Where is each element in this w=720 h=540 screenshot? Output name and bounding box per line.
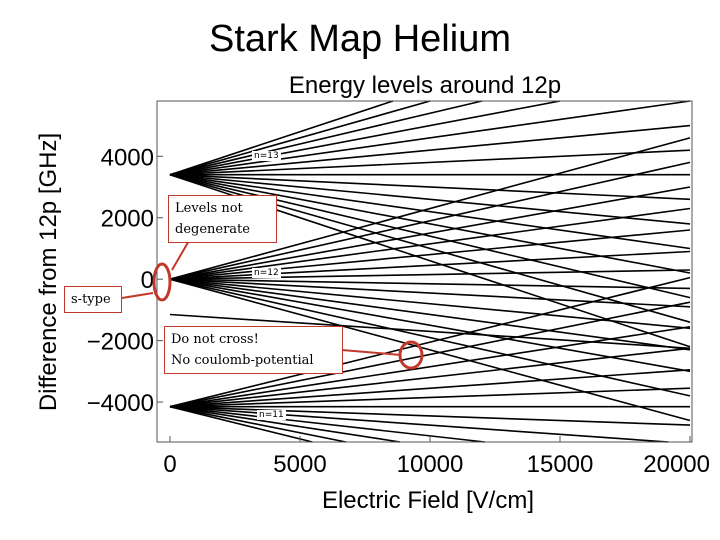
level-line-n12-2 [169, 278, 691, 373]
level-line-n13-12 [169, 100, 483, 176]
level-line-n13-10 [169, 100, 691, 176]
arrow-s-type [121, 292, 154, 299]
level-line-n11-3 [169, 405, 485, 443]
note-do-not-cross: Do not cross! No coulomb-potential [164, 326, 343, 374]
level-line-n12-0 [169, 278, 691, 422]
y-axis-ticks: 4000 2000 0 −2000 −4000 [87, 144, 163, 417]
level-line-n12-10 [169, 207, 691, 280]
y-tick-label: −4000 [87, 390, 154, 417]
level-line-n12-5 [169, 278, 691, 308]
level-line-n11-4 [169, 405, 669, 443]
x-axis-label: Electric Field [V/cm] [322, 487, 534, 514]
level-line-n13-11 [169, 100, 561, 176]
x-axis-ticks: 0 5000 10000 15000 20000 [163, 436, 710, 478]
arrow-levels [171, 238, 191, 271]
y-axis-label: Difference from 12p [GHz] [35, 133, 62, 411]
level-line-n12-11 [169, 186, 691, 280]
level-line-n11-5 [169, 405, 691, 426]
level-line-n13-4 [169, 173, 691, 250]
level-line-s-type [169, 313, 691, 350]
s-type-highlight [152, 262, 172, 302]
level-line-n11-12 [169, 276, 691, 408]
level-line-n11-9 [169, 347, 691, 408]
arrow-do-not-cross [341, 349, 402, 356]
level-line-n12-12 [169, 161, 691, 280]
x-tick-label: 10000 [397, 451, 464, 478]
y-tick-label: −2000 [87, 329, 154, 356]
level-line-n11-0 [169, 405, 313, 443]
level-line-n11-1 [169, 405, 347, 443]
x-tick-label: 5000 [273, 451, 326, 478]
level-line-n12-6 [169, 278, 691, 290]
x-tick-label: 15000 [527, 451, 594, 478]
x-tick-label: 0 [163, 451, 176, 478]
level-line-n13-14 [169, 100, 394, 176]
level-line-n13-5 [169, 173, 691, 225]
avoided-crossing-highlight [398, 340, 424, 370]
level-line-n13-6 [169, 173, 691, 201]
level-line-n13-8 [169, 149, 691, 176]
level-line-n11-7 [169, 387, 691, 408]
level-line-n13-9 [169, 124, 691, 176]
label-n13: n=13 [252, 151, 281, 161]
level-line-n12-13 [169, 137, 691, 280]
level-line-n11-11 [169, 301, 691, 408]
level-lines [169, 100, 691, 443]
note-s-type: s-type [64, 286, 122, 313]
x-tick-label: 20000 [643, 451, 710, 478]
label-n11: n=11 [257, 410, 286, 420]
level-line-n11-2 [169, 405, 401, 443]
level-line-n12-3 [169, 278, 691, 351]
note-levels-not-degenerate: Levels not degenerate [168, 195, 277, 243]
y-tick-label: 4000 [101, 144, 154, 171]
level-line-n11-10 [169, 326, 691, 408]
slide-title: Stark Map Helium [209, 18, 511, 60]
chart-title: Energy levels around 12p [289, 72, 561, 99]
label-n12: n=12 [252, 268, 281, 278]
level-line-n13-13 [169, 100, 431, 176]
level-line-n11-8 [169, 369, 691, 408]
y-tick-label: 2000 [101, 206, 154, 233]
y-tick-label: 0 [141, 267, 154, 294]
